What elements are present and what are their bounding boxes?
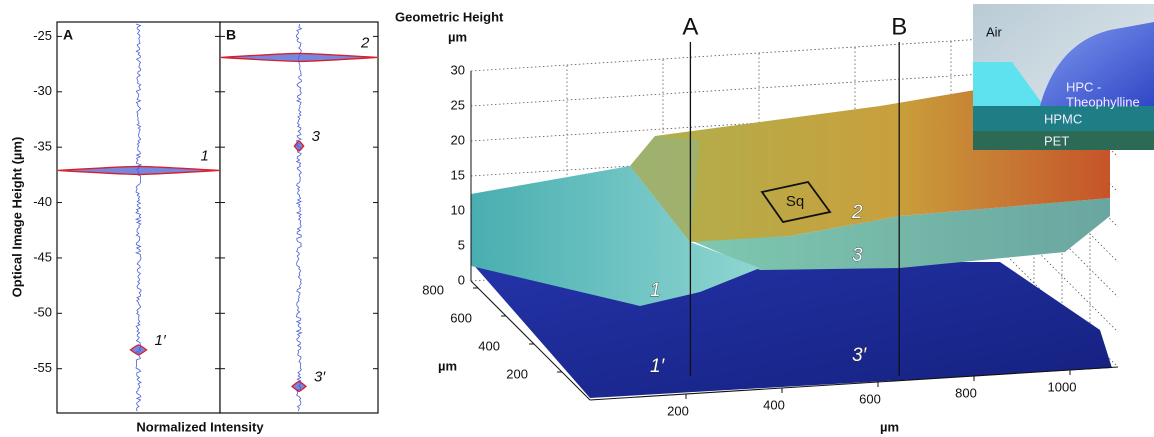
peak-label: 3′ (314, 368, 326, 385)
annotation: 3 (852, 245, 863, 266)
z-tick-label: 5 (458, 237, 465, 252)
z-axis-label: µm (448, 29, 467, 44)
layer-label: HPC - (1066, 79, 1101, 94)
y-tick-label: -50 (33, 305, 52, 320)
x-axis-label: Normalized Intensity (136, 419, 264, 434)
layer-label: Theophylline (1066, 94, 1140, 109)
panel-label: A (63, 27, 73, 43)
x-tick-label: 1000 (1048, 379, 1077, 394)
y-tick-label: -55 (33, 360, 52, 375)
y-tick-label: 600 (450, 310, 472, 325)
peak-label: 1 (201, 147, 209, 164)
y-tick-label: -45 (33, 249, 52, 264)
panel-label: B (226, 27, 236, 43)
z-tick-label: 0 (458, 272, 465, 287)
profile-label: A (682, 13, 698, 40)
z-tick-label: 25 (451, 97, 465, 112)
x-tick-label: 400 (763, 397, 785, 412)
layer-label: HPMC (1044, 111, 1082, 126)
annotation: Sq (786, 193, 804, 210)
y-tick-label: 200 (506, 366, 528, 381)
y-axis-label: Optical Image Height (µm) (9, 137, 24, 298)
x-axis-label: µm (880, 419, 899, 434)
panel-frame (220, 22, 378, 413)
chart-title: Geometric Height (395, 9, 504, 24)
grid-line (471, 38, 999, 71)
y-axis-label: µm (438, 358, 457, 373)
x-tick-label: 200 (667, 403, 689, 418)
interferogram-chart: Optical Image Height (µm) Normalized Int… (9, 22, 378, 434)
layer-label: PET (1044, 133, 1069, 148)
peak-label: 2 (360, 34, 370, 51)
z-tick-label: 20 (451, 132, 465, 147)
z-tick-label: 30 (451, 62, 465, 77)
y-tick-label: -40 (33, 194, 52, 209)
figure: Optical Image Height (µm) Normalized Int… (0, 0, 1154, 437)
layer-inset: Air HPC - Theophylline HPMC PET (973, 4, 1154, 150)
y-tick-label: 800 (422, 282, 444, 297)
annotation: 1 (650, 280, 661, 301)
z-tick-label: 15 (451, 167, 465, 182)
layer-label: Air (986, 24, 1003, 39)
annotation: 3′ (852, 345, 868, 366)
x-tick-label: 600 (859, 391, 881, 406)
annotation: 2 (851, 202, 863, 223)
annotation: 1′ (650, 356, 666, 377)
y-tick-label: 400 (478, 338, 500, 353)
y-tick-label: -25 (33, 28, 52, 43)
y-tick-label: -35 (33, 139, 52, 154)
peak-label: 3 (312, 128, 321, 145)
z-tick-label: 10 (451, 202, 465, 217)
x-tick-label: 800 (955, 385, 977, 400)
peak-label: 1′ (155, 332, 167, 349)
profile-label: B (891, 13, 907, 40)
y-tick-label: -30 (33, 83, 52, 98)
